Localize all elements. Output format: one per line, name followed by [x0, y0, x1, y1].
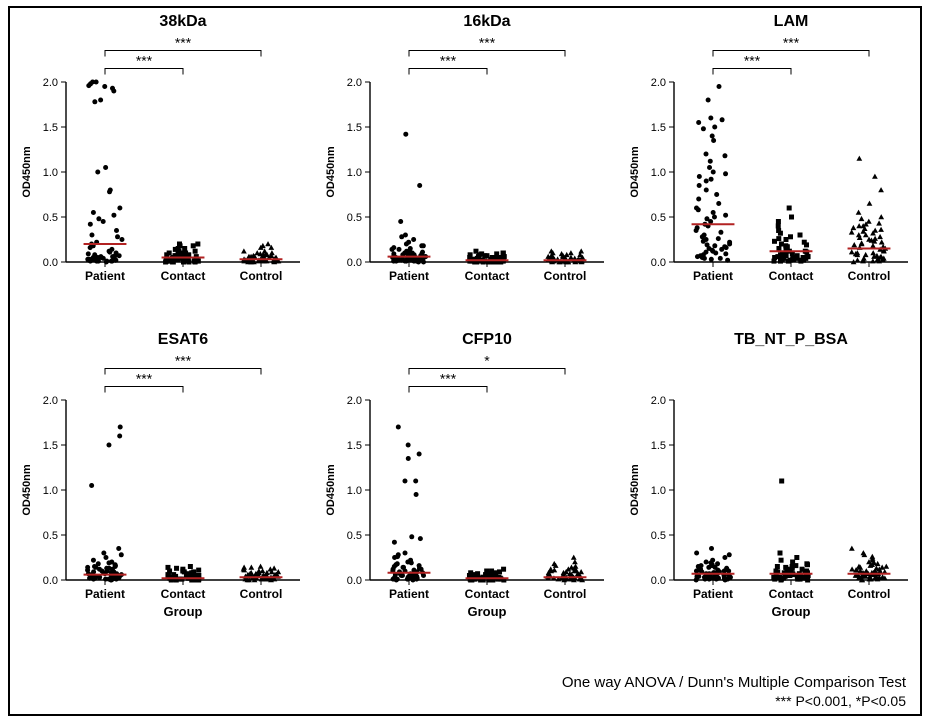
svg-text:Control: Control [240, 269, 283, 283]
svg-text:1.0: 1.0 [347, 167, 362, 179]
svg-text:Group: Group [164, 604, 203, 619]
svg-text:Patient: Patient [389, 269, 429, 283]
svg-text:0.0: 0.0 [347, 257, 362, 269]
svg-text:OD450nm: OD450nm [325, 464, 337, 516]
svg-text:***: *** [440, 53, 457, 69]
svg-text:0.5: 0.5 [43, 212, 58, 224]
svg-text:0.5: 0.5 [347, 530, 362, 542]
svg-text:1.5: 1.5 [651, 122, 666, 134]
svg-text:Control: Control [848, 587, 891, 601]
svg-text:***: *** [440, 371, 457, 387]
svg-text:***: *** [744, 53, 761, 69]
svg-text:16kDa: 16kDa [463, 13, 510, 30]
svg-text:0.0: 0.0 [347, 575, 362, 587]
panel-16kda: 0.0 0.5 1.0 1.5 2.0 OD450nm Patient Contact Cont… [318, 10, 618, 320]
svg-text:2.0: 2.0 [651, 77, 666, 89]
svg-text:***: *** [479, 35, 496, 51]
svg-text:***: *** [783, 35, 800, 51]
svg-text:Contact: Contact [769, 587, 814, 601]
svg-text:1.5: 1.5 [43, 440, 58, 452]
svg-text:Control: Control [544, 269, 587, 283]
svg-text:TB_NT_P_BSA: TB_NT_P_BSA [734, 331, 848, 348]
svg-text:OD450nm: OD450nm [21, 146, 33, 198]
svg-text:0.0: 0.0 [651, 575, 666, 587]
svg-text:***: *** [175, 353, 192, 369]
svg-text:Patient: Patient [389, 587, 429, 601]
svg-text:1.5: 1.5 [347, 122, 362, 134]
svg-text:CFP10: CFP10 [462, 331, 512, 348]
svg-text:1.5: 1.5 [43, 122, 58, 134]
svg-text:Patient: Patient [85, 269, 125, 283]
svg-text:LAM: LAM [774, 13, 809, 30]
svg-text:OD450nm: OD450nm [21, 464, 33, 516]
svg-text:Control: Control [240, 587, 283, 601]
svg-text:*: * [484, 353, 490, 369]
panel-cfp10: 0.0 0.5 1.0 1.5 2.0 OD450nm Patient Contact Cont… [318, 328, 618, 638]
svg-text:OD450nm: OD450nm [629, 146, 641, 198]
svg-text:Contact: Contact [465, 269, 510, 283]
svg-text:***: *** [136, 371, 153, 387]
svg-text:0.0: 0.0 [43, 575, 58, 587]
svg-text:***: *** [136, 53, 153, 69]
svg-text:1.0: 1.0 [347, 485, 362, 497]
svg-text:2.0: 2.0 [347, 395, 362, 407]
svg-text:0.5: 0.5 [651, 530, 666, 542]
panel-tb_nt_p_bsa: 0.0 0.5 1.0 1.5 2.0 OD450nm Patient Contact Cont… [622, 328, 922, 638]
svg-text:1.0: 1.0 [651, 167, 666, 179]
footer-line-1: One way ANOVA / Dunn's Multiple Comparis… [562, 674, 906, 693]
svg-text:0.0: 0.0 [43, 257, 58, 269]
panel-esat6: 0.0 0.5 1.0 1.5 2.0 OD450nm Patient Contact Cont… [14, 328, 314, 638]
footer-line-2: *** P<0.001, *P<0.05 [562, 693, 906, 711]
svg-text:Patient: Patient [693, 269, 733, 283]
svg-text:Control: Control [848, 269, 891, 283]
svg-text:38kDa: 38kDa [159, 13, 206, 30]
svg-text:Control: Control [544, 587, 587, 601]
svg-text:Contact: Contact [769, 269, 814, 283]
svg-text:OD450nm: OD450nm [629, 464, 641, 516]
figure-stage: 0.0 0.5 1.0 1.5 2.0 OD450nm Patient Contact Cont… [0, 0, 930, 722]
svg-text:2.0: 2.0 [347, 77, 362, 89]
svg-text:1.0: 1.0 [43, 167, 58, 179]
panel-lam: 0.0 0.5 1.0 1.5 2.0 OD450nm Patient Contact Cont… [622, 10, 922, 320]
svg-text:1.5: 1.5 [347, 440, 362, 452]
svg-text:0.5: 0.5 [347, 212, 362, 224]
svg-text:1.5: 1.5 [651, 440, 666, 452]
svg-text:OD450nm: OD450nm [325, 146, 337, 198]
svg-text:1.0: 1.0 [43, 485, 58, 497]
svg-text:ESAT6: ESAT6 [158, 331, 208, 348]
svg-text:Group: Group [772, 604, 811, 619]
svg-text:Contact: Contact [161, 269, 206, 283]
svg-text:Contact: Contact [465, 587, 510, 601]
svg-text:Patient: Patient [85, 587, 125, 601]
svg-text:2.0: 2.0 [43, 77, 58, 89]
figure-footer: One way ANOVA / Dunn's Multiple Comparis… [562, 674, 906, 710]
svg-text:0.5: 0.5 [43, 530, 58, 542]
svg-text:***: *** [175, 35, 192, 51]
svg-text:Patient: Patient [693, 587, 733, 601]
svg-text:2.0: 2.0 [43, 395, 58, 407]
svg-text:0.0: 0.0 [651, 257, 666, 269]
svg-text:Contact: Contact [161, 587, 206, 601]
svg-text:0.5: 0.5 [651, 212, 666, 224]
svg-text:1.0: 1.0 [651, 485, 666, 497]
svg-text:Group: Group [468, 604, 507, 619]
panel-38kda: 0.0 0.5 1.0 1.5 2.0 OD450nm Patient Contact Cont… [14, 10, 314, 320]
svg-text:2.0: 2.0 [651, 395, 666, 407]
